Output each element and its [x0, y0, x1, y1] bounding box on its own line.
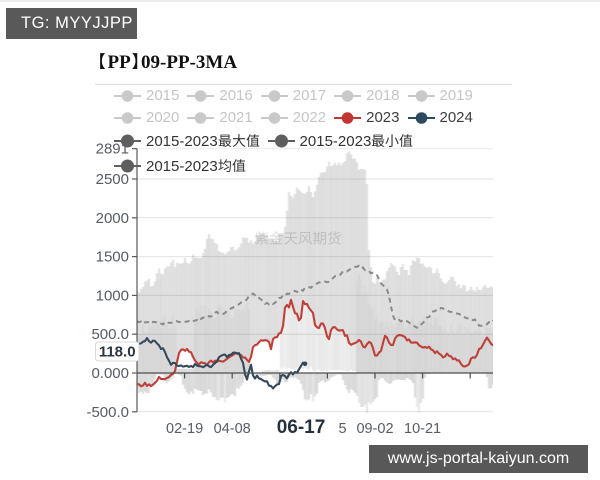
legend-item-2019[interactable]: 2019 [407, 87, 473, 104]
legend-item-2015-2023[interactable]: 2015-2023 [114, 133, 260, 150]
current-value-label: 118.0 [99, 344, 136, 361]
site-url-badge: www.js-portal-kaiyun.com [369, 445, 588, 473]
x-axis-tick-label: 04-08 [214, 421, 251, 437]
legend-label: 2022 [292, 109, 327, 126]
x-axis-tick-label: 09-02 [356, 421, 393, 437]
legend-item-2018[interactable]: 2018 [334, 87, 400, 104]
legend-label: 2015-2023 [146, 158, 246, 175]
legend-label: 2017 [292, 87, 327, 104]
legend-item-2015[interactable]: 2015 [114, 87, 179, 104]
legend-label: 2020 [146, 109, 180, 126]
y-axis-tick-label: 500.0 [91, 326, 129, 343]
legend-row-3: 2015-2023 2015-2023 [114, 129, 594, 154]
x-axis-tick-label: 10-21 [404, 421, 441, 437]
current-date-label: 06-17 [277, 417, 326, 438]
watermark-text [255, 231, 341, 245]
legend-item-2021[interactable]: 2021 [187, 109, 253, 126]
legend-label: 2024 [439, 109, 473, 126]
y-axis-tick-label: 0.000 [91, 365, 129, 382]
y-axis-tick-label: 1000 [96, 287, 129, 304]
legend-marker-icon [334, 89, 362, 102]
legend-item-2015-2023[interactable]: 2015-2023 [114, 158, 246, 175]
y-axis-tick-label: -500.0 [86, 404, 129, 421]
legend-label: 2015 [146, 87, 180, 104]
legend-label: 2015-2023 [146, 133, 260, 150]
y-axis-tick-label: 2500 [96, 171, 129, 188]
series-mean-line [137, 264, 493, 329]
legend-item-2020[interactable]: 2020 [114, 109, 179, 126]
series-2024-endpoint-marker [302, 361, 308, 367]
x-axis-tick-label: 02-19 [166, 421, 203, 437]
current-value-pointer: 118.0 [95, 341, 140, 362]
x-axis-tick-label: 5 [338, 421, 346, 437]
legend-marker-icon [260, 89, 288, 102]
legend-marker-icon [334, 111, 362, 124]
legend-item-2022[interactable]: 2022 [260, 109, 327, 126]
legend-marker-icon [114, 111, 141, 124]
legend-row-4: 2015-2023 [114, 154, 594, 179]
grid-lines [137, 148, 493, 413]
legend-item-2015-2023[interactable]: 2015-2023 [267, 133, 414, 150]
legend-item-2023[interactable]: 2023 [334, 109, 400, 126]
legend-marker-icon [267, 134, 295, 148]
legend-row-2: 2020 2021 2022 2023 2024 [114, 107, 594, 129]
legend-row-1: 2015 2016 2017 2018 2019 [114, 85, 594, 107]
title-divider [95, 84, 512, 85]
legend-marker-icon [114, 159, 141, 173]
series-2024-line [137, 337, 306, 390]
watermark-tag-badge: TG: MYYJJPP [6, 8, 137, 39]
legend-label: 2021 [219, 109, 253, 126]
y-axis-tick-label: 1500 [96, 249, 129, 266]
legend-label: 2019 [439, 87, 473, 104]
series-2023-line [137, 298, 493, 388]
legend-label: 2015-2023 [300, 133, 414, 150]
legend-item-2017[interactable]: 2017 [260, 87, 327, 104]
legend-item-2016[interactable]: 2016 [187, 87, 253, 104]
legend-marker-icon [407, 111, 435, 124]
axes: -500.0 0.000 500.0 1000 1500 2000 2500 2891 02-1… [86, 141, 493, 438]
legend-marker-icon [114, 134, 141, 148]
legend-marker-icon [187, 89, 215, 102]
band-minmax-area [137, 151, 493, 413]
legend-item-2024[interactable]: 2024 [407, 109, 473, 126]
y-axis-tick-label: 2891 [96, 141, 129, 158]
legend-label: 2023 [366, 109, 400, 126]
chart-title: PP 09-PP-3MA [99, 52, 237, 74]
legend-marker-icon [114, 89, 141, 102]
y-axis-tick-label: 2000 [96, 210, 129, 227]
legend-label: 2018 [366, 87, 400, 104]
chart-legend: 2015 2016 2017 2018 2019 2020 2021 2022 2023 2024… [114, 85, 594, 179]
top-border [0, 0, 600, 2]
legend-marker-icon [260, 111, 288, 124]
legend-label: 2016 [219, 87, 253, 104]
legend-marker-icon [187, 111, 215, 124]
legend-marker-icon [407, 89, 435, 102]
